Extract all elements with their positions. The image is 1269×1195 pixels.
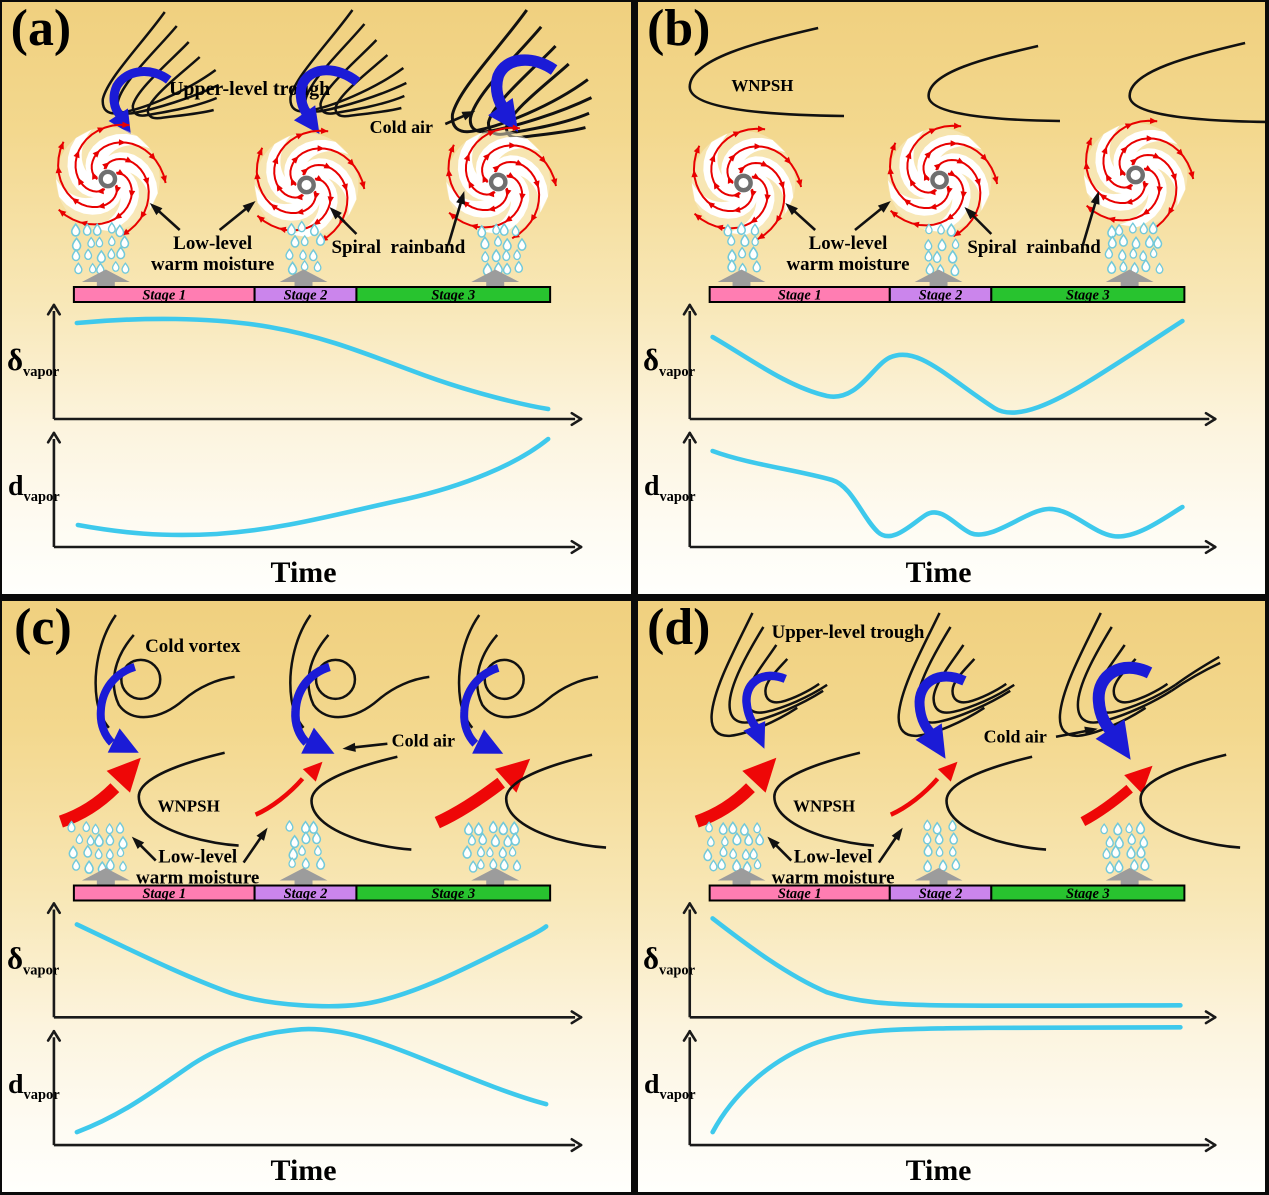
svg-text:Stage 2: Stage 2 xyxy=(284,886,328,902)
svg-text:WNPSH: WNPSH xyxy=(731,76,793,95)
svg-text:Stage 3: Stage 3 xyxy=(1066,287,1110,303)
svg-text:Cold air: Cold air xyxy=(392,731,455,751)
svg-text:Low-level: Low-level xyxy=(173,233,252,254)
svg-text:(a): (a) xyxy=(11,2,72,57)
svg-text:Stage 3: Stage 3 xyxy=(1066,886,1110,902)
svg-text:Stage 2: Stage 2 xyxy=(919,886,963,902)
svg-text:warm moisture: warm moisture xyxy=(787,254,910,275)
svg-text:(b): (b) xyxy=(647,2,710,57)
svg-text:WNPSH: WNPSH xyxy=(158,797,220,816)
svg-text:Spiral rainband: Spiral rainband xyxy=(331,237,465,258)
svg-text:Cold air: Cold air xyxy=(984,727,1047,747)
svg-text:warm moisture: warm moisture xyxy=(136,868,259,889)
svg-text:Stage 1: Stage 1 xyxy=(778,886,822,902)
svg-text:(d): (d) xyxy=(647,601,710,656)
svg-text:Upper-level trough: Upper-level trough xyxy=(772,622,925,643)
svg-text:Stage 3: Stage 3 xyxy=(431,287,475,303)
svg-text:warm moisture: warm moisture xyxy=(151,254,274,275)
svg-text:Low-level: Low-level xyxy=(158,847,237,868)
svg-text:warm moisture: warm moisture xyxy=(772,867,895,888)
svg-text:Stage 2: Stage 2 xyxy=(284,287,328,303)
svg-text:Time: Time xyxy=(906,1154,972,1187)
svg-text:Stage 1: Stage 1 xyxy=(142,287,186,303)
svg-text:Cold vortex: Cold vortex xyxy=(145,636,241,657)
svg-text:Stage 1: Stage 1 xyxy=(778,287,822,303)
svg-text:Time: Time xyxy=(271,1154,337,1187)
svg-text:Spiral rainband: Spiral rainband xyxy=(967,237,1101,258)
svg-text:Stage 1: Stage 1 xyxy=(142,886,186,902)
svg-text:Time: Time xyxy=(271,556,337,589)
svg-text:Stage 3: Stage 3 xyxy=(431,886,475,902)
svg-text:Upper-level trough: Upper-level trough xyxy=(169,78,330,100)
svg-text:Low-level: Low-level xyxy=(794,847,873,868)
svg-text:Stage 2: Stage 2 xyxy=(919,287,963,303)
svg-text:WNPSH: WNPSH xyxy=(793,797,855,816)
svg-text:Time: Time xyxy=(906,556,972,589)
svg-text:Low-level: Low-level xyxy=(809,233,888,254)
svg-text:Cold air: Cold air xyxy=(370,117,433,137)
svg-text:(c): (c) xyxy=(14,601,72,656)
